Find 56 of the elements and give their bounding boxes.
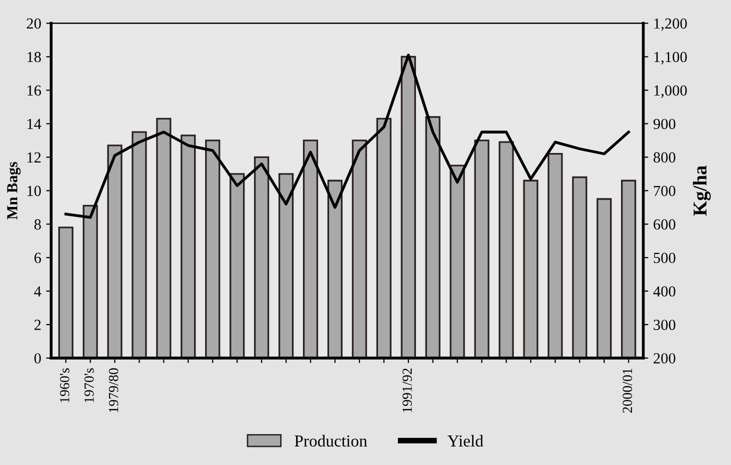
bar [450, 164, 465, 358]
y-tick-label: 10 [28, 186, 41, 196]
legend-label: Yield [448, 434, 484, 447]
x-tick-label: 1979/80 [108, 368, 118, 412]
y-tick-label: 20 [26, 18, 41, 29]
y2-tick-label: 800 [654, 152, 676, 163]
y-tick-label: 12 [28, 152, 41, 162]
y-tick-label: 6 [34, 252, 41, 264]
y2-tick-label: 1,200 [654, 18, 687, 31]
bar [82, 204, 98, 358]
x-tick-label: 1960's [60, 368, 70, 402]
y-tick-label: 18 [28, 52, 41, 62]
bar [156, 118, 172, 358]
y2-axis-title: Kg/ha [692, 166, 711, 216]
y2-tick-label: 700 [654, 186, 676, 196]
y-tick-label: 14 [28, 118, 42, 129]
bar [254, 156, 270, 358]
x-tick-label: 2000/01 [622, 368, 632, 413]
bar [376, 118, 392, 358]
y-tick-label: 2 [34, 320, 41, 330]
legend-label: Production [294, 434, 368, 447]
y-axis-title: Mn Bags [7, 162, 21, 220]
bar [548, 152, 563, 358]
y-tick-label: 4 [34, 286, 42, 296]
y2-tick-label: 1,100 [654, 52, 687, 64]
y2-tick-label: 900 [653, 118, 676, 130]
bar [596, 198, 612, 358]
y2-tick-label: 400 [653, 286, 676, 297]
y2-tick-label: 300 [654, 320, 676, 330]
bar [498, 141, 514, 358]
bar [58, 226, 74, 358]
bar [425, 116, 440, 358]
bar [230, 173, 245, 358]
bar [132, 131, 147, 358]
x-tick-label: 1970's [84, 368, 94, 402]
bar [621, 180, 636, 358]
y2-tick-label: 200 [654, 353, 676, 364]
line-series [64, 54, 630, 219]
bar [205, 140, 220, 358]
bar [302, 140, 318, 358]
bar [180, 134, 196, 358]
y2-tick-label: 500 [654, 252, 676, 264]
y2-tick-label: 600 [654, 219, 676, 230]
bar [278, 173, 294, 358]
bar [327, 180, 343, 358]
x-tick-label: 1991/92 [402, 368, 412, 412]
y-tick-label: 16 [28, 85, 41, 96]
y-tick-label: 8 [34, 219, 41, 230]
bar [107, 144, 122, 358]
y2-tick-label: 1,000 [654, 85, 687, 98]
bar [474, 140, 490, 358]
bar [572, 176, 588, 358]
y-tick-label: 0 [34, 353, 41, 364]
bar [523, 180, 538, 358]
bar [400, 56, 416, 358]
bar [352, 140, 368, 358]
